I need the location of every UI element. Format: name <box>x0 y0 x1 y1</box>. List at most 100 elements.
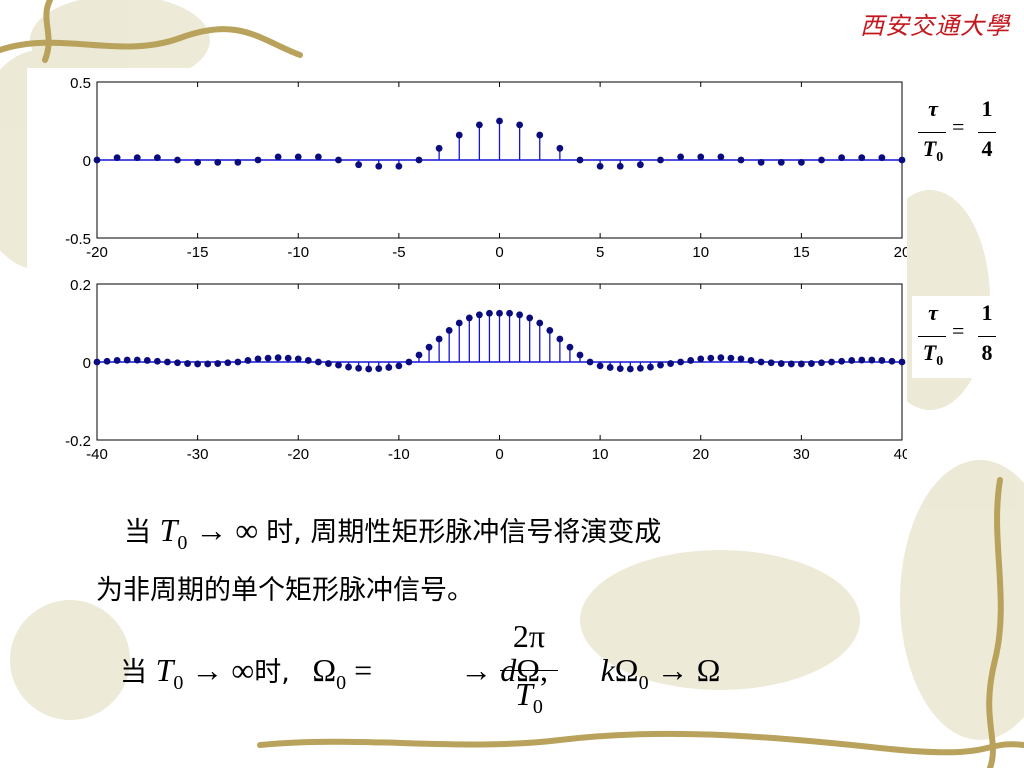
stem-marker <box>496 309 503 317</box>
fraction-bar <box>918 336 946 337</box>
omega-subscript: 0 <box>638 672 649 694</box>
period-subscript: 0 <box>173 672 184 694</box>
stem-marker <box>828 358 835 366</box>
stem-marker <box>345 363 352 371</box>
limit-arrow: → ∞ <box>183 652 255 688</box>
stem-marker <box>767 359 775 367</box>
stem-marker <box>224 359 232 367</box>
stem-marker <box>214 158 222 166</box>
stem-marker <box>677 358 685 366</box>
stem-marker <box>667 360 674 367</box>
stem-marker <box>335 156 342 164</box>
stem-marker <box>838 154 846 162</box>
stem-marker <box>234 158 242 166</box>
stem-marker <box>878 154 886 162</box>
x-tick-label: -5 <box>392 244 405 261</box>
fraction-bar <box>918 132 946 133</box>
stem-marker <box>818 156 825 164</box>
x-tick-label: -10 <box>388 446 410 463</box>
fraction-bar <box>500 670 558 671</box>
stem-marker <box>858 154 866 162</box>
stem-marker <box>355 364 363 372</box>
stem-marker <box>486 309 493 317</box>
stem-marker <box>123 356 131 364</box>
stem-marker <box>174 359 181 367</box>
stem-marker <box>636 161 644 169</box>
limit-arrow: → ∞ <box>187 512 267 548</box>
stem-marker <box>194 158 202 166</box>
stem-marker <box>838 357 846 365</box>
stem-marker <box>375 365 383 373</box>
fraction-bar <box>978 132 996 133</box>
ratio-denominator: 8 <box>981 340 993 365</box>
stem-marker <box>314 358 322 366</box>
explanation-line-3: 当 T0 → ∞时, Ω0 = → dΩ, kΩ0 → Ω <box>120 650 720 695</box>
stem-marker <box>878 357 886 364</box>
stem-marker <box>797 360 805 368</box>
y-tick-label: -0.2 <box>65 433 91 450</box>
stem-marker <box>596 362 604 370</box>
stem-marker <box>526 314 534 322</box>
stem-marker <box>204 360 212 368</box>
stem-marker <box>757 158 765 166</box>
fraction-denominator: T0 <box>515 676 543 718</box>
stem-marker <box>848 357 856 364</box>
stem-marker <box>516 121 524 129</box>
chart-top-svg: -20 -15 -10 -5 0 5 10 15 20 0.5 0 -0.5 <box>65 75 907 261</box>
stem-marker <box>757 358 765 366</box>
stem-marker <box>143 357 151 364</box>
stem-marker <box>536 319 544 327</box>
stem-marker <box>787 360 795 368</box>
x-tick-label: 20 <box>894 244 907 261</box>
ratio-annotation-top: τ T0 = 1 4 <box>912 92 998 174</box>
stem-marker <box>365 365 373 373</box>
y-tick-label: 0.5 <box>70 75 91 92</box>
stem-marker <box>506 309 513 317</box>
university-logo: 西安交通大學 <box>860 12 1010 40</box>
explanation-line-1: 当 T0 → ∞ 时, 周期性矩形脉冲信号将演变成 <box>124 510 661 555</box>
stem-marker <box>797 158 805 166</box>
stem-marker <box>737 156 745 164</box>
stem-marker <box>304 357 312 364</box>
stem-marker <box>375 162 383 170</box>
stem-marker <box>616 365 624 373</box>
y-tick-label: 0.2 <box>70 277 91 294</box>
stem-marker <box>516 311 524 319</box>
chart-bottom-svg: -40 -30 -20 -10 0 10 20 30 40 0.2 0 -0.2 <box>65 277 907 463</box>
stem-marker <box>586 358 594 366</box>
limit-arrow: → <box>452 652 501 688</box>
stem-marker <box>465 314 473 322</box>
stem-marker <box>475 121 483 129</box>
stem-marker <box>576 351 584 359</box>
stem-marker <box>335 361 342 369</box>
stem-marker <box>385 364 393 371</box>
stem-marker <box>244 357 252 364</box>
stem-marker <box>133 154 141 162</box>
stem-marker <box>415 156 423 164</box>
stem-marker <box>647 363 654 371</box>
stem-marker <box>626 365 634 373</box>
y-tick-label: 0 <box>83 153 91 170</box>
stem-marker <box>536 131 544 139</box>
stem-marker <box>234 358 242 366</box>
stem-marker <box>576 156 584 164</box>
period-symbol: T <box>159 512 178 548</box>
stem-marker <box>455 319 463 327</box>
stem-marker <box>254 156 262 164</box>
stem-marker <box>697 355 705 363</box>
stem-marker <box>93 156 101 164</box>
stem-marker <box>194 360 202 368</box>
stem-marker <box>697 153 705 161</box>
stem-marker <box>858 356 866 364</box>
stem-marker <box>355 161 363 169</box>
stem-marker <box>113 154 121 162</box>
stem-marker <box>294 355 302 363</box>
stem-marker <box>425 343 433 351</box>
stem-marker <box>717 354 725 362</box>
omega-symbol: Ω <box>614 652 639 688</box>
period-symbol: T <box>155 652 174 688</box>
x-tick-label: 5 <box>596 244 604 261</box>
stem-marker <box>868 356 876 364</box>
stem-marker <box>818 359 825 367</box>
